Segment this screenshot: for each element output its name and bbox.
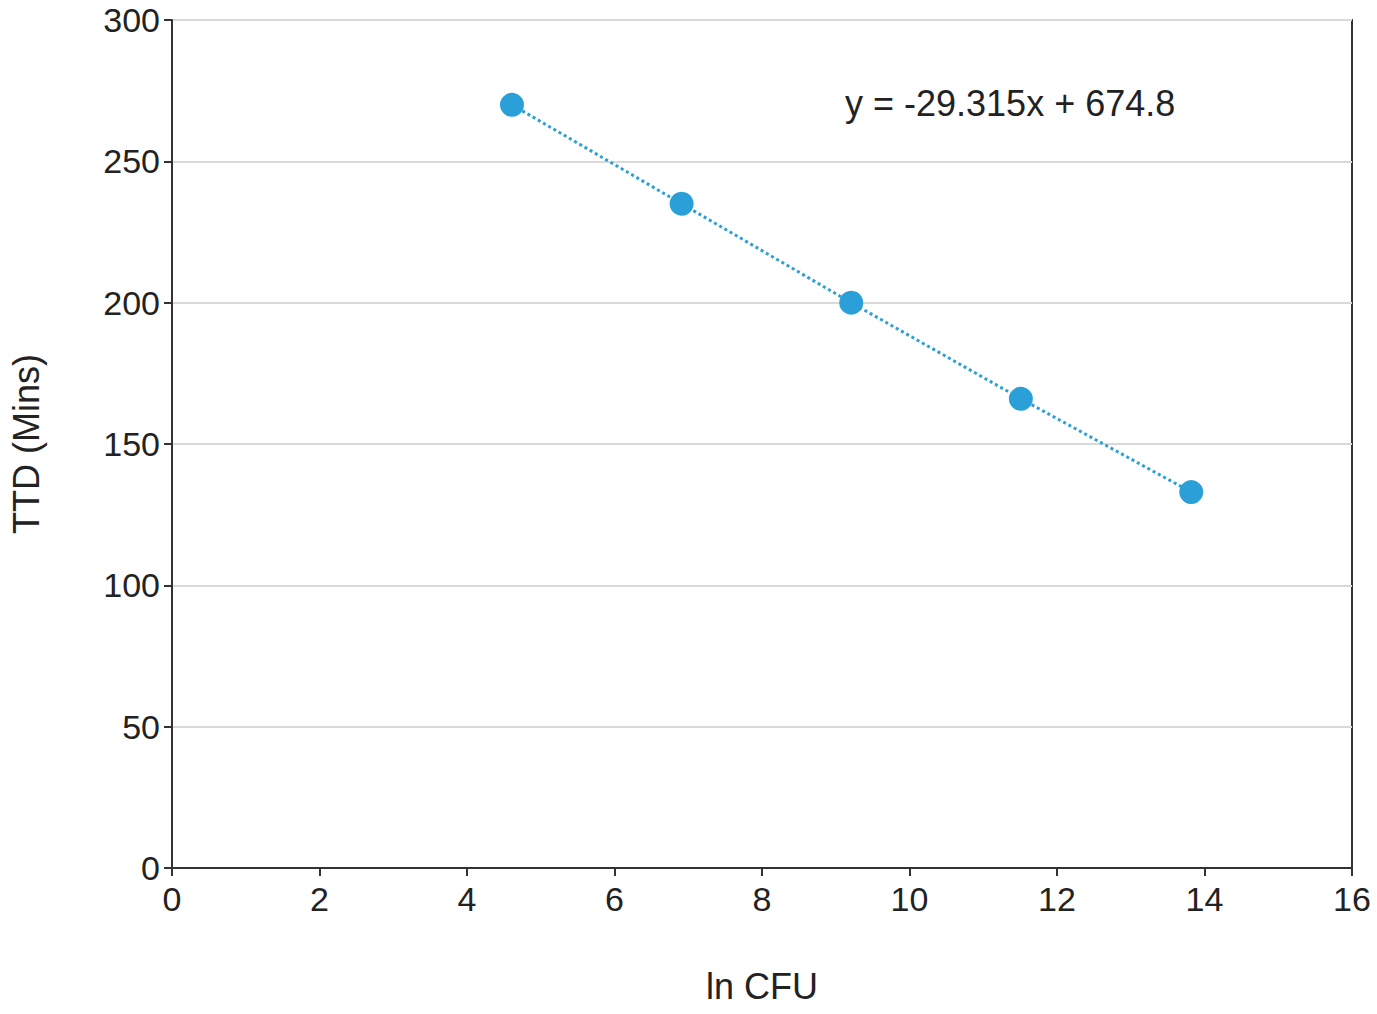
svg-text:8: 8 — [753, 880, 772, 918]
svg-text:0: 0 — [163, 880, 182, 918]
svg-text:0: 0 — [141, 849, 160, 887]
svg-text:12: 12 — [1038, 880, 1076, 918]
svg-text:4: 4 — [458, 880, 477, 918]
svg-text:6: 6 — [605, 880, 624, 918]
svg-text:TTD (Mins): TTD (Mins) — [6, 354, 47, 534]
svg-text:150: 150 — [103, 425, 160, 463]
svg-text:y = -29.315x + 674.8: y = -29.315x + 674.8 — [845, 83, 1175, 124]
svg-text:100: 100 — [103, 566, 160, 604]
svg-text:16: 16 — [1333, 880, 1371, 918]
svg-text:10: 10 — [891, 880, 929, 918]
svg-text:300: 300 — [103, 1, 160, 39]
svg-text:ln CFU: ln CFU — [706, 966, 818, 1007]
svg-text:200: 200 — [103, 284, 160, 322]
svg-text:14: 14 — [1186, 880, 1224, 918]
svg-text:250: 250 — [103, 142, 160, 180]
svg-text:2: 2 — [310, 880, 329, 918]
svg-text:50: 50 — [122, 708, 160, 746]
